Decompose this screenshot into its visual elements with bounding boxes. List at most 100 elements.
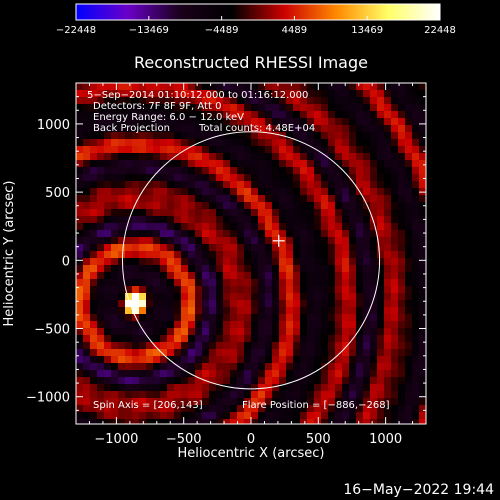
heatmap-cell	[223, 181, 231, 189]
heatmap-cell	[132, 132, 140, 140]
heatmap-cell	[251, 90, 259, 98]
heatmap-cell	[125, 384, 133, 392]
heatmap-cell	[314, 384, 322, 392]
heatmap-cell	[230, 244, 238, 252]
heatmap-cell	[328, 307, 336, 315]
heatmap-cell	[244, 286, 252, 294]
heatmap-cell	[181, 321, 189, 329]
heatmap-cell	[90, 125, 98, 133]
heatmap-cell	[335, 300, 343, 308]
heatmap-cell	[251, 237, 259, 245]
heatmap-cell	[202, 370, 210, 378]
heatmap-cell	[384, 209, 392, 217]
heatmap-cell	[272, 293, 280, 301]
heatmap-cell	[83, 90, 91, 98]
heatmap-cell	[76, 398, 84, 406]
heatmap-cell	[349, 244, 357, 252]
heatmap-cell	[391, 97, 399, 105]
heatmap-cell	[195, 90, 203, 98]
heatmap-cell	[209, 118, 217, 126]
chart-title: Reconstructed RHESSI Image	[134, 53, 368, 72]
heatmap-cell	[419, 139, 426, 147]
heatmap-cell	[118, 293, 126, 301]
heatmap-cell	[76, 307, 84, 315]
heatmap-cell	[363, 209, 371, 217]
heatmap-cell	[104, 300, 112, 308]
heatmap-cell	[251, 314, 259, 322]
heatmap-cell	[195, 251, 203, 259]
heatmap-cell	[188, 132, 196, 140]
heatmap-cell	[398, 377, 406, 385]
heatmap-cell	[118, 384, 126, 392]
heatmap-cell	[342, 111, 350, 119]
heatmap-cell	[377, 363, 385, 371]
heatmap-cell	[384, 272, 392, 280]
heatmap-cell	[209, 412, 217, 420]
heatmap-cell	[398, 146, 406, 154]
heatmap-cell	[97, 167, 105, 175]
heatmap-cell	[342, 293, 350, 301]
heatmap-cell	[174, 265, 182, 273]
heatmap-cell	[188, 342, 196, 350]
heatmap-cell	[181, 272, 189, 280]
heatmap-cell	[195, 209, 203, 217]
heatmap-cell	[307, 188, 315, 196]
heatmap-cell	[328, 244, 336, 252]
heatmap-cell	[356, 223, 364, 231]
heatmap-cell	[195, 118, 203, 126]
heatmap-cell	[153, 83, 161, 91]
heatmap-cell	[76, 279, 84, 287]
heatmap-cell	[314, 237, 322, 245]
heatmap-cell	[384, 419, 392, 424]
heatmap-cell	[90, 139, 98, 147]
heatmap-cell	[328, 202, 336, 210]
heatmap-cell	[391, 174, 399, 182]
heatmap-cell	[419, 125, 426, 133]
heatmap-cell	[328, 370, 336, 378]
heatmap-cell	[209, 97, 217, 105]
heatmap-cell	[202, 286, 210, 294]
heatmap-cell	[153, 160, 161, 168]
heatmap-cell	[356, 398, 364, 406]
heatmap-cell	[412, 412, 420, 420]
heatmap-cell	[118, 209, 126, 217]
heatmap-cell	[181, 328, 189, 336]
heatmap-cell	[370, 160, 378, 168]
heatmap-cell	[349, 405, 357, 413]
heatmap-cell	[314, 97, 322, 105]
heatmap-cell	[181, 153, 189, 161]
heatmap-cell	[370, 230, 378, 238]
heatmap-cell	[139, 370, 147, 378]
heatmap-cell	[251, 111, 259, 119]
heatmap-cell	[335, 314, 343, 322]
heatmap-cell	[111, 230, 119, 238]
heatmap-cell	[321, 251, 329, 259]
heatmap-cell	[300, 321, 308, 329]
heatmap-cell	[363, 181, 371, 189]
heatmap-cell	[356, 405, 364, 413]
heatmap-cell	[300, 223, 308, 231]
heatmap-cell	[153, 314, 161, 322]
heatmap-cell	[286, 342, 294, 350]
heatmap-cell	[370, 412, 378, 420]
heatmap-cell	[335, 153, 343, 161]
heatmap-cell	[321, 321, 329, 329]
heatmap-cell	[118, 251, 126, 259]
heatmap-cell	[356, 258, 364, 266]
heatmap-cell	[412, 258, 420, 266]
heatmap-cell	[286, 118, 294, 126]
heatmap-cell	[146, 307, 154, 315]
heatmap-cell	[230, 209, 238, 217]
heatmap-cell	[412, 188, 420, 196]
heatmap-cell	[328, 125, 336, 133]
heatmap-cell	[279, 146, 287, 154]
heatmap-cell	[181, 300, 189, 308]
heatmap-cell	[209, 209, 217, 217]
heatmap-cell	[398, 307, 406, 315]
heatmap-cell	[132, 188, 140, 196]
heatmap-cell	[209, 195, 217, 203]
heatmap-cell	[377, 398, 385, 406]
heatmap-cell	[300, 279, 308, 287]
heatmap-cell	[286, 237, 294, 245]
